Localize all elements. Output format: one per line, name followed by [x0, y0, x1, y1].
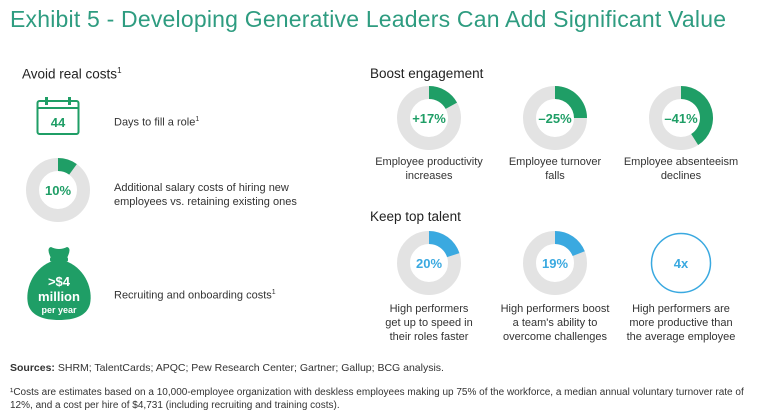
talent-label-1: High performers get up to speed in their… [359, 302, 499, 344]
avoid-costs-heading: Avoid real costs1 [22, 66, 122, 82]
talent-donut-1: 20% [397, 231, 461, 295]
talent-circle-3: 4x [649, 231, 713, 295]
money-bag-icon: >$4 million per year [24, 244, 94, 322]
sources-text: SHRM; TalentCards; APQC; Pew Research Ce… [55, 362, 444, 374]
calendar-value: 44 [51, 115, 66, 130]
avoid-costs-heading-sup: 1 [117, 66, 121, 75]
calendar-label-sup: 1 [195, 116, 199, 123]
engagement-donut-2-value: –25% [523, 86, 587, 150]
engagement-label-3-line1: Employee absenteeism [611, 155, 751, 169]
salary-donut: 10% [26, 158, 90, 222]
bag-label: Recruiting and onboarding costs1 [114, 286, 276, 303]
engagement-label-3: Employee absenteeism declines [611, 155, 751, 183]
engagement-label-2-line1: Employee turnover [485, 155, 625, 169]
avoid-costs-heading-text: Avoid real costs [22, 67, 117, 82]
talent-donut-2: 19% [523, 231, 587, 295]
sources-line: Sources: SHRM; TalentCards; APQC; Pew Re… [10, 362, 444, 374]
engagement-label-3-line2: declines [611, 169, 751, 183]
talent-circle-3-value: 4x [649, 231, 713, 295]
sources-label: Sources: [10, 362, 55, 374]
engagement-donut-3-value: –41% [649, 86, 713, 150]
engagement-label-1-line2: increases [359, 169, 499, 183]
salary-donut-value: 10% [26, 158, 90, 222]
engagement-donut-1-value: +17% [397, 86, 461, 150]
talent-label-2: High performers boost a team's ability t… [485, 302, 625, 344]
footnote: ¹Costs are estimates based on a 10,000-e… [10, 386, 760, 412]
engagement-donut-2: –25% [523, 86, 587, 150]
talent-label-2-line3: overcome challenges [485, 330, 625, 344]
engagement-donut-1: +17% [397, 86, 461, 150]
bag-label-sup: 1 [272, 289, 276, 296]
bag-label-text: Recruiting and onboarding costs [114, 290, 272, 302]
engagement-donut-3: –41% [649, 86, 713, 150]
talent-label-1-line1: High performers [359, 302, 499, 316]
page-title: Exhibit 5 - Developing Generative Leader… [10, 6, 726, 33]
engagement-label-1-line1: Employee productivity [359, 155, 499, 169]
calendar-label: Days to fill a role1 [114, 113, 199, 130]
talent-label-3: High performers are more productive than… [611, 302, 751, 344]
salary-label: Additional salary costs of hiring new em… [114, 181, 304, 209]
talent-label-3-line1: High performers are [611, 302, 751, 316]
calendar-icon: 44 [36, 96, 80, 136]
talent-heading: Keep top talent [370, 209, 461, 224]
calendar-label-text: Days to fill a role [114, 117, 195, 129]
engagement-label-2-line2: falls [485, 169, 625, 183]
talent-donut-2-value: 19% [523, 231, 587, 295]
engagement-heading: Boost engagement [370, 66, 483, 81]
talent-label-2-line2: a team's ability to [485, 316, 625, 330]
talent-label-3-line2: more productive than [611, 316, 751, 330]
engagement-label-2: Employee turnover falls [485, 155, 625, 183]
talent-label-3-line3: the average employee [611, 330, 751, 344]
bag-line2: million [38, 289, 80, 304]
bag-line3: per year [41, 305, 77, 315]
talent-label-1-line3: their roles faster [359, 330, 499, 344]
talent-label-1-line2: get up to speed in [359, 316, 499, 330]
talent-label-2-line1: High performers boost [485, 302, 625, 316]
talent-donut-1-value: 20% [397, 231, 461, 295]
engagement-label-1: Employee productivity increases [359, 155, 499, 183]
bag-line1: >$4 [48, 274, 71, 289]
